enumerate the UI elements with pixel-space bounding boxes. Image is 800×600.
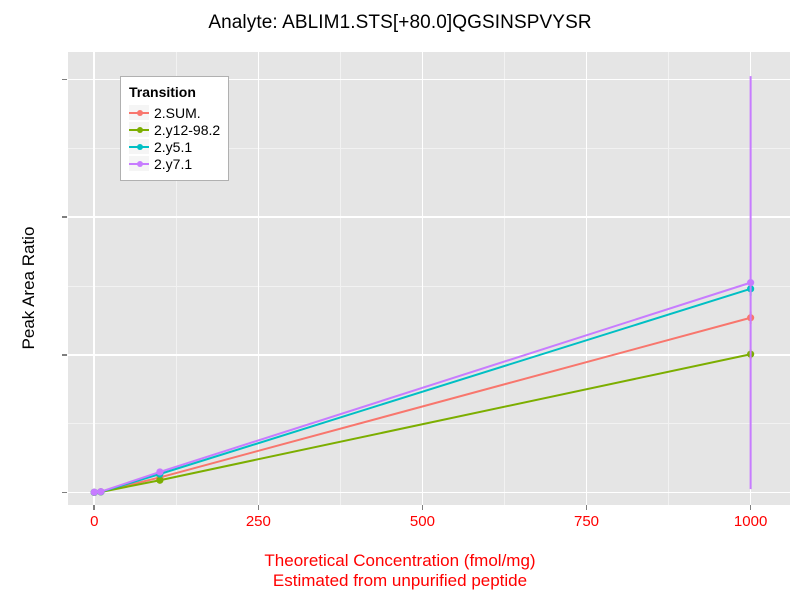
series-0 [90,311,755,496]
gridline-minor-vertical [668,52,669,505]
series-1 [90,349,755,497]
x-tick-label: 750 [574,513,600,530]
legend-key-icon [129,105,149,120]
gridline-minor-vertical [175,52,177,505]
y-tick-mark [62,354,67,356]
x-tick-label: 500 [409,513,435,530]
data-point [156,476,164,484]
legend-item-2[interactable]: 2.y5.1 [129,138,220,155]
gridline-major-vertical [257,52,260,505]
y-axis-title: Peak Area Ratio [19,226,38,350]
x-tick-mark [93,505,96,510]
x-tick-mark [585,505,588,510]
gridline-minor-vertical [339,52,341,505]
x-tick-mark [257,505,260,510]
legend-entries: 2.SUM. 2.y12-98.2 2.y5.1 2.y7.1 [129,104,220,172]
gridline-major-horizontal [68,491,790,494]
x-tick-mark [749,505,752,510]
x-tick-mark [421,505,424,510]
x-tick-label: 1000 [733,513,768,530]
legend-item-1[interactable]: 2.y12-98.2 [129,121,220,138]
legend-item-label: 2.y12-98.2 [154,121,221,138]
gridline-major-horizontal [68,78,790,81]
legend-item-3[interactable]: 2.y7.1 [129,155,220,172]
legend: Transition 2.SUM. 2.y12-98.2 2.y5.1 2.y7.1 [120,76,230,181]
gridline-major-horizontal [68,216,790,219]
y-tick-mark [62,78,67,81]
data-point [97,488,105,496]
legend-title: Transition [129,84,196,100]
legend-item-label: 2.SUM. [154,104,201,121]
x-tick-label: 0 [90,513,99,530]
series-3 [90,76,755,496]
gridline-minor-vertical [504,52,505,505]
y-tick-mark [62,216,67,219]
gridline-major-vertical [93,52,96,505]
data-point [156,468,164,476]
gridline-minor-horizontal [68,285,790,287]
data-point [90,488,98,496]
x-axis-title: Theoretical Concentration (fmol/mg) Esti… [0,551,800,591]
legend-item-label: 2.y5.1 [154,138,193,155]
legend-key-dot [136,126,143,133]
data-series-layer [90,76,755,497]
gridline-major-horizontal [68,354,790,356]
legend-item-label: 2.y7.1 [154,155,193,172]
legend-key-icon [129,122,149,137]
chart-title: Analyte: ABLIM1.STS[+80.0]QGSINSPVYSR [208,12,592,33]
gridline-major-vertical [585,52,588,505]
legend-key-dot [136,109,143,116]
legend-key-icon [129,156,149,171]
legend-key-dot [136,160,143,167]
x-axis-title-line1: Theoretical Concentration (fmol/mg) [264,551,536,570]
y-tick-mark [62,491,67,494]
gridline-major-vertical [421,52,424,505]
legend-item-0[interactable]: 2.SUM. [129,104,220,121]
x-axis-title-line2: Estimated from unpurified peptide [272,571,528,590]
data-point [747,279,755,287]
gridline-minor-horizontal [68,147,790,149]
x-tick-label: 250 [245,513,271,530]
series-line [93,353,752,494]
legend-key-icon [129,139,149,154]
series-line [93,281,752,494]
series-line [93,316,752,494]
legend-key-dot [136,143,143,150]
